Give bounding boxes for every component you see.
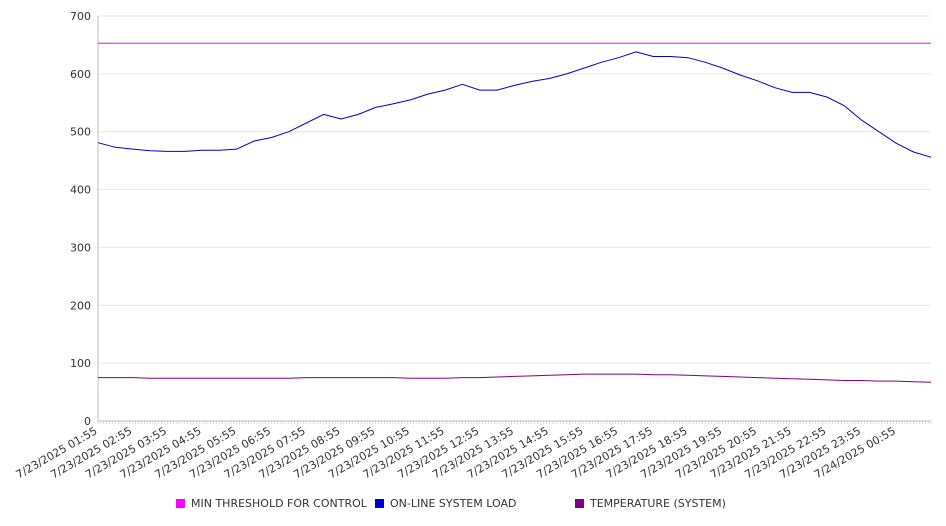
series-lines bbox=[97, 42, 932, 383]
series-line-1[interactable] bbox=[97, 51, 932, 158]
legend-label-min-threshold: MIN THRESHOLD FOR CONTROL bbox=[191, 497, 367, 510]
y-tick-label: 200 bbox=[70, 299, 91, 312]
y-tick-label: 100 bbox=[70, 357, 91, 370]
legend-label-system-load: ON-LINE SYSTEM LOAD bbox=[390, 497, 517, 510]
y-tick-label: 300 bbox=[70, 241, 91, 254]
legend-swatch-system-load bbox=[375, 499, 384, 508]
y-tick-label: 400 bbox=[70, 184, 91, 197]
axes bbox=[97, 16, 932, 424]
legend-label-temperature: TEMPERATURE (SYSTEM) bbox=[590, 497, 726, 510]
legend-swatch-temperature bbox=[575, 499, 584, 508]
y-tick-label: 700 bbox=[70, 10, 91, 23]
legend-item-temperature[interactable]: TEMPERATURE (SYSTEM) bbox=[575, 497, 726, 510]
line-chart: 0 100 200 300 400 500 600 700 7/23/2025 01:557/… bbox=[14, 10, 932, 481]
y-tick-label: 600 bbox=[70, 68, 91, 81]
series-line-2[interactable] bbox=[98, 373, 932, 383]
grid-lines bbox=[98, 15, 931, 364]
legend-swatch-min-threshold bbox=[176, 499, 185, 508]
y-tick-label: 500 bbox=[70, 126, 91, 139]
y-tick-label: 0 bbox=[84, 415, 91, 428]
legend-item-system-load[interactable]: ON-LINE SYSTEM LOAD bbox=[375, 497, 516, 510]
x-tick-labels: 7/23/2025 01:557/23/2025 02:557/23/2025 … bbox=[14, 424, 898, 481]
y-tick-labels: 0 100 200 300 400 500 600 700 bbox=[70, 10, 91, 428]
legend-item-min-threshold[interactable]: MIN THRESHOLD FOR CONTROL bbox=[176, 497, 367, 510]
legend: MIN THRESHOLD FOR CONTROL ON-LINE SYSTEM… bbox=[0, 497, 946, 515]
